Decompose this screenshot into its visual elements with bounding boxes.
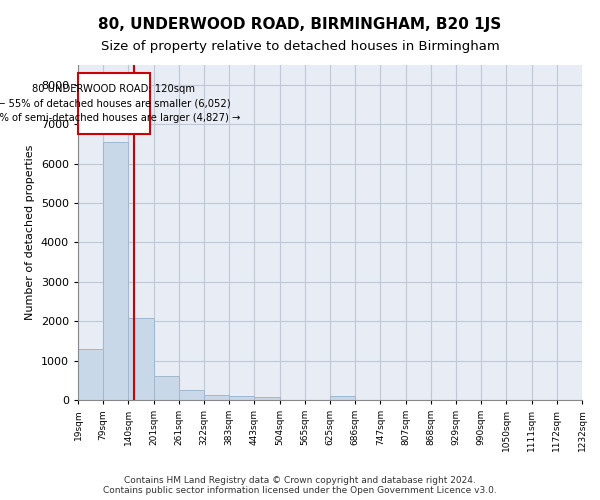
Text: Contains HM Land Registry data © Crown copyright and database right 2024.: Contains HM Land Registry data © Crown c… — [124, 476, 476, 485]
Bar — [254, 397, 280, 400]
Bar — [179, 390, 204, 400]
Bar — [330, 396, 355, 400]
Text: 80, UNDERWOOD ROAD, BIRMINGHAM, B20 1JS: 80, UNDERWOOD ROAD, BIRMINGHAM, B20 1JS — [98, 18, 502, 32]
Y-axis label: Number of detached properties: Number of detached properties — [25, 145, 35, 320]
Bar — [229, 396, 254, 400]
Bar — [78, 349, 103, 400]
Text: Contains public sector information licensed under the Open Government Licence v3: Contains public sector information licen… — [103, 486, 497, 495]
Text: 80 UNDERWOOD ROAD: 120sqm
← 55% of detached houses are smaller (6,052)
44% of se: 80 UNDERWOOD ROAD: 120sqm ← 55% of detac… — [0, 84, 241, 123]
Bar — [103, 142, 128, 400]
FancyBboxPatch shape — [78, 73, 150, 134]
Text: Size of property relative to detached houses in Birmingham: Size of property relative to detached ho… — [101, 40, 499, 53]
Bar — [128, 318, 154, 400]
Bar — [204, 395, 229, 400]
Bar — [154, 376, 179, 400]
